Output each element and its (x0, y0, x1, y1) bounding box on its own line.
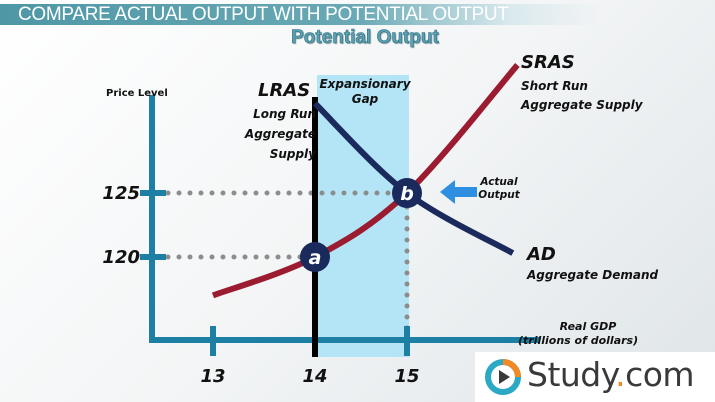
logo-dot: . (615, 355, 626, 394)
study-com-logo: Study.com (475, 352, 715, 402)
x-axis-label: Real GDP (559, 320, 617, 333)
x-axis-unit: (trillions of dollars) (518, 334, 639, 347)
y-tick-label: 125 (102, 183, 140, 204)
arrow-left-icon (440, 180, 477, 204)
point-label-a: a (309, 247, 322, 269)
sras-curve (211, 63, 520, 299)
sras-description: Short Run Aggregate Supply (521, 79, 643, 112)
actual-output-line1: Actual (480, 176, 518, 188)
logo-suffix: com (625, 355, 695, 394)
ad-description: Aggregate Demand (527, 268, 659, 282)
x-tick-label: 14 (302, 366, 327, 387)
slide-title: COMPARE ACTUAL OUTPUT WITH POTENTIAL OUT… (18, 4, 509, 25)
actual-output-label: Actual Output (478, 176, 520, 202)
logo-text: Study.com (527, 355, 695, 394)
sras-label: SRAS (521, 52, 575, 73)
play-icon (485, 359, 521, 395)
equilibrium-point-b (392, 178, 422, 208)
slide-subtitle: Potential Output (291, 27, 439, 49)
gap-label: Expansionary Gap (319, 77, 411, 106)
point-label-b: b (400, 183, 414, 205)
actual-output-line2: Output (478, 189, 520, 201)
y-axis-label: Price Level (106, 88, 168, 99)
equilibrium-point-a (300, 242, 330, 272)
x-tick-label: 15 (394, 366, 419, 387)
lras-description: Long Run Aggregate Supply (244, 107, 316, 161)
y-tick-label: 120 (102, 247, 140, 268)
ad-label: AD (527, 244, 556, 265)
x-tick-label: 13 (200, 366, 225, 387)
logo-word: Study (527, 355, 616, 394)
lras-label: LRAS (258, 80, 311, 101)
title-bar: COMPARE ACTUAL OUTPUT WITH POTENTIAL OUT… (0, 4, 600, 25)
